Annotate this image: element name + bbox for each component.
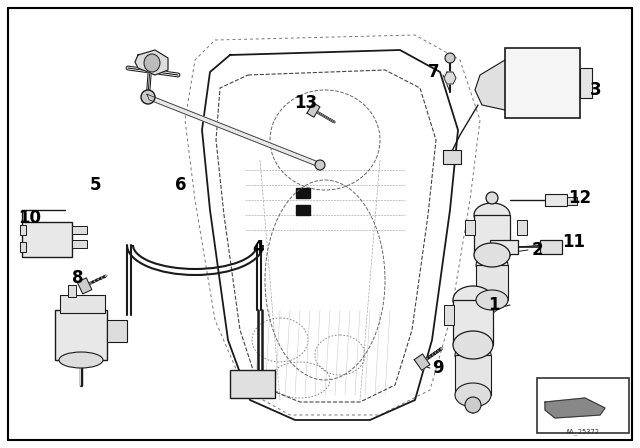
Text: 3: 3 bbox=[590, 81, 602, 99]
Ellipse shape bbox=[453, 331, 493, 359]
Bar bbox=[444, 305, 454, 325]
Bar bbox=[55, 310, 107, 360]
Bar bbox=[443, 150, 461, 164]
Circle shape bbox=[486, 192, 498, 204]
Text: 6: 6 bbox=[175, 176, 186, 194]
Text: 5: 5 bbox=[90, 176, 102, 194]
Bar bbox=[474, 215, 510, 255]
Bar bbox=[465, 220, 475, 235]
Text: 10: 10 bbox=[18, 209, 41, 227]
Bar bbox=[72, 226, 87, 234]
Bar bbox=[455, 355, 491, 395]
Bar bbox=[537, 378, 629, 433]
Text: 7: 7 bbox=[428, 63, 440, 81]
Ellipse shape bbox=[474, 243, 510, 267]
Bar bbox=[20, 242, 26, 252]
Bar bbox=[476, 265, 508, 300]
Text: 12: 12 bbox=[568, 189, 591, 207]
Polygon shape bbox=[77, 278, 92, 294]
Polygon shape bbox=[545, 398, 605, 418]
Ellipse shape bbox=[453, 286, 493, 314]
Circle shape bbox=[465, 397, 481, 413]
Bar bbox=[22, 222, 72, 257]
Polygon shape bbox=[135, 50, 168, 75]
Circle shape bbox=[141, 90, 155, 104]
Polygon shape bbox=[545, 413, 605, 420]
Polygon shape bbox=[296, 188, 310, 198]
Ellipse shape bbox=[455, 343, 491, 367]
Circle shape bbox=[445, 53, 455, 63]
Polygon shape bbox=[475, 60, 505, 110]
Text: 4: 4 bbox=[252, 239, 264, 257]
Ellipse shape bbox=[455, 383, 491, 407]
Ellipse shape bbox=[59, 352, 103, 368]
Ellipse shape bbox=[144, 54, 160, 72]
Polygon shape bbox=[296, 205, 310, 215]
Bar bbox=[545, 194, 567, 206]
Text: 13: 13 bbox=[294, 94, 317, 112]
Ellipse shape bbox=[476, 255, 508, 275]
Polygon shape bbox=[444, 72, 456, 84]
Circle shape bbox=[315, 160, 325, 170]
Ellipse shape bbox=[474, 203, 510, 227]
Polygon shape bbox=[147, 94, 321, 168]
Bar bbox=[20, 225, 26, 235]
Polygon shape bbox=[414, 354, 430, 370]
Bar bbox=[580, 68, 592, 98]
Bar bbox=[107, 320, 127, 342]
Bar bbox=[68, 285, 76, 297]
Text: AA_25372: AA_25372 bbox=[566, 428, 600, 435]
Text: 11: 11 bbox=[562, 233, 585, 251]
Bar bbox=[453, 300, 493, 345]
Polygon shape bbox=[307, 103, 320, 117]
Bar bbox=[490, 240, 518, 254]
Bar bbox=[567, 197, 577, 205]
Text: 8: 8 bbox=[72, 269, 83, 287]
Text: 1: 1 bbox=[488, 296, 499, 314]
Ellipse shape bbox=[476, 290, 508, 310]
Bar bbox=[60, 295, 105, 313]
Bar bbox=[517, 220, 527, 235]
Bar bbox=[230, 370, 275, 398]
Bar bbox=[505, 48, 580, 118]
Bar bbox=[72, 240, 87, 248]
Bar bbox=[540, 240, 562, 254]
Text: 2: 2 bbox=[532, 241, 543, 259]
Text: 9: 9 bbox=[432, 359, 444, 377]
